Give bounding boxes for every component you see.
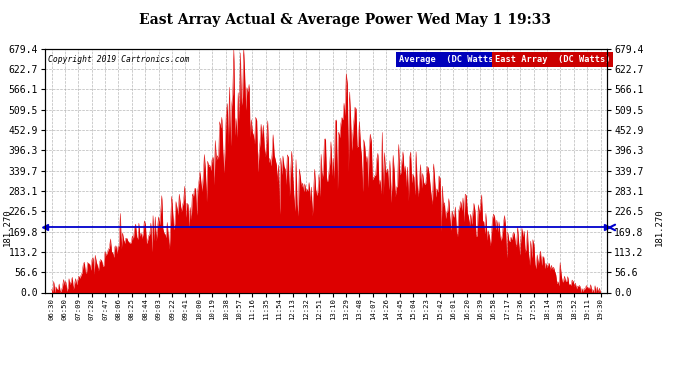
Text: East Array Actual & Average Power Wed May 1 19:33: East Array Actual & Average Power Wed Ma…: [139, 13, 551, 27]
Text: East Array  (DC Watts): East Array (DC Watts): [495, 55, 610, 64]
Text: Copyright 2019 Cartronics.com: Copyright 2019 Cartronics.com: [48, 55, 189, 64]
Text: 181.270: 181.270: [2, 209, 12, 246]
Text: Average  (DC Watts): Average (DC Watts): [399, 55, 499, 64]
Text: 181.270: 181.270: [654, 209, 664, 246]
